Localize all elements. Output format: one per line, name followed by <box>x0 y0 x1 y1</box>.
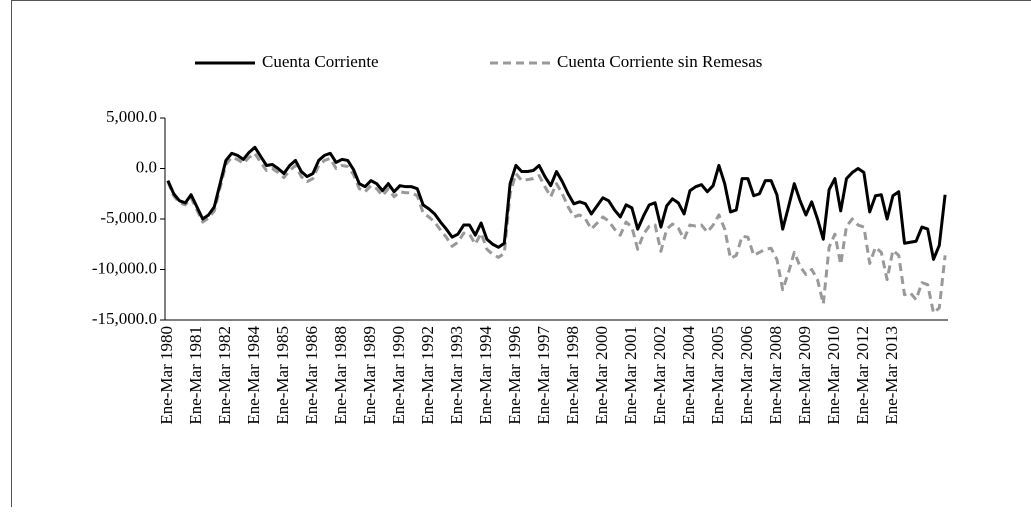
x-tick-label: Ene-Mar 2013 <box>882 326 901 425</box>
x-tick-label: Ene-Mar 2012 <box>853 326 872 425</box>
y-tick-label: -15,000.0 <box>92 309 157 328</box>
x-tick-label: Ene-Mar 1980 <box>157 326 176 425</box>
x-tick-label: Ene-Mar 2009 <box>795 326 814 425</box>
y-tick-label: -5,000.0 <box>100 208 157 227</box>
legend-label: Cuenta Corriente <box>262 52 379 71</box>
y-tick-label: 0.0 <box>136 157 157 176</box>
y-tick-label: 5,000.0 <box>106 107 157 126</box>
x-tick-label: Ene-Mar 2000 <box>592 326 611 425</box>
x-tick-label: Ene-Mar 1988 <box>331 326 350 425</box>
x-tick-label: Ene-Mar 1992 <box>418 326 437 425</box>
series-line <box>168 153 945 313</box>
x-tick-label: Ene-Mar 1989 <box>360 326 379 425</box>
chart-border <box>12 1 1031 508</box>
x-tick-label: Ene-Mar 1997 <box>534 326 553 425</box>
x-tick-label: Ene-Mar 1981 <box>186 326 205 425</box>
x-tick-label: Ene-Mar 2002 <box>650 326 669 425</box>
x-tick-label: Ene-Mar 1986 <box>302 326 321 425</box>
x-tick-label: Ene-Mar 1996 <box>505 326 524 425</box>
x-tick-label: Ene-Mar 1993 <box>447 326 466 425</box>
series-line <box>168 147 945 259</box>
x-tick-label: Ene-Mar 2008 <box>766 326 785 425</box>
x-tick-label: Ene-Mar 2001 <box>621 326 640 425</box>
x-tick-label: Ene-Mar 2004 <box>679 326 698 425</box>
legend-label: Cuenta Corriente sin Remesas <box>557 52 762 71</box>
x-tick-label: Ene-Mar 2005 <box>708 326 727 425</box>
x-tick-label: Ene-Mar 1990 <box>389 326 408 425</box>
x-tick-label: Ene-Mar 1985 <box>273 326 292 425</box>
y-tick-label: -10,000.0 <box>92 258 157 277</box>
x-tick-label: Ene-Mar 1984 <box>244 326 263 425</box>
x-tick-label: Ene-Mar 2006 <box>737 326 756 425</box>
x-tick-label: Ene-Mar 1994 <box>476 326 495 425</box>
x-tick-label: Ene-Mar 1982 <box>215 326 234 425</box>
x-tick-label: Ene-Mar 2010 <box>824 326 843 425</box>
x-tick-label: Ene-Mar 1998 <box>563 326 582 425</box>
